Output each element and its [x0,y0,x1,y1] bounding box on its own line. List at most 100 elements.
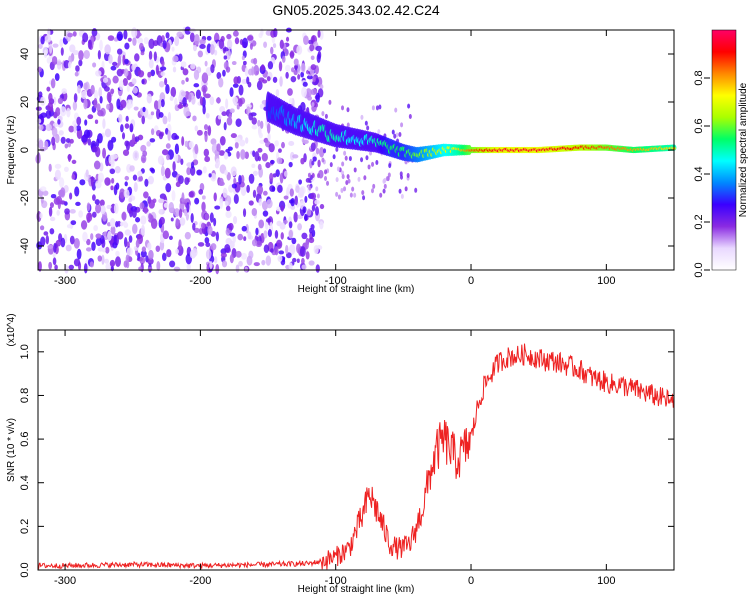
spectrogram-noise-cell [341,161,345,167]
spectrogram-noise-cell [221,260,228,268]
spectrogram-noise-cell [38,124,44,131]
spectrogram-noise-cell [271,36,276,44]
spectrogram-noise-cell [300,101,306,112]
spectrogram-noise-cell [191,95,196,105]
spectrogram-noise-cell [298,187,305,197]
spectrogram-noise-cell [310,224,315,230]
spectrogram-noise-cell [83,82,88,90]
spectrogram-noise-cell [246,184,250,193]
spectrogram-noise-cell [292,257,297,263]
spectrogram-noise-cell [35,106,42,111]
spectrogram-noise-cell [81,134,88,143]
spectrogram-noise-cell [235,118,242,127]
spectrogram-noise-cell [169,260,176,268]
spectrogram-noise-cell [99,96,103,104]
spectrogram-noise-cell [38,261,42,272]
spectrogram-noise-cell [147,114,153,120]
spectrogram-noise-cell [371,188,375,194]
spectrogram-noise-cell [158,198,165,204]
spectrogram-noise-cell [93,97,98,109]
spectrogram-noise-cell [86,238,91,246]
spectrogram-noise-cell [201,72,209,84]
spectrogram-y-tick-label: 0 [19,147,31,153]
spectrogram-noise-cell [272,43,277,48]
spectrogram-noise-cell [126,203,133,214]
spectrogram-noise-cell [213,217,217,227]
spectrogram-noise-cell [251,117,257,125]
spectrogram-noise-cell [167,130,171,141]
spectrogram-noise-cell [208,173,212,178]
spectrogram-noise-cell [161,149,169,156]
spectrogram-noise-cell [54,163,62,169]
spectrogram-noise-cell [156,260,161,271]
spectrogram-noise-cell [117,220,121,227]
spectrogram-noise-cell [48,206,53,217]
spectrogram-y-label: Frequency (Hz) [6,116,17,185]
spectrogram-noise-cell [176,31,183,38]
spectrogram-noise-cell [39,225,45,231]
spectrogram-noise-cell [143,37,149,45]
spectrogram-noise-cell [223,55,228,60]
spectrogram-noise-cell [133,106,139,111]
spectrogram-noise-cell [106,204,112,210]
spectrogram-noise-cell [109,259,116,267]
spectrogram-noise-cell [44,140,49,150]
spectrogram-noise-cell [315,186,319,192]
spectrogram-noise-cell [85,247,92,252]
spectrogram-noise-cell [201,201,206,212]
spectrogram-noise-cell [276,220,282,227]
spectrogram-noise-cell [351,186,355,192]
spectrogram-noise-cell [61,88,67,95]
spectrogram-noise-cell [226,172,231,181]
spectrogram-noise-cell [235,264,240,273]
spectrogram-noise-cell [69,235,75,245]
spectrogram-noise-cell [240,252,247,260]
spectrogram-noise-cell [279,172,284,184]
spectrogram-noise-cell [110,185,114,191]
spectrogram-noise-cell [296,243,301,254]
spectrogram-noise-cell [288,262,293,271]
spectrogram-noise-cell [52,43,59,48]
spectrogram-noise-cell [216,143,221,152]
spectrogram-noise-cell [99,39,103,51]
spectrogram-noise-cell [132,37,137,46]
spectrogram-noise-cell [246,35,254,41]
spectrogram-noise-cell [159,216,165,225]
spectrogram-noise-cell [91,241,96,252]
spectrogram-noise-cell [257,147,263,153]
spectrogram-noise-cell [45,109,52,119]
spectrogram-noise-cell [276,157,283,165]
spectrogram-noise-cell [217,115,222,120]
spectrogram-noise-cell [120,99,127,109]
spectrogram-noise-cell [301,257,305,265]
spectrogram-noise-cell [308,260,315,266]
spectrogram-noise-cell [110,225,116,235]
spectrogram-noise-cell [42,46,49,56]
spectrogram-noise-cell [69,138,74,144]
spectrogram-noise-cell [215,97,221,104]
spectrogram-noise-cell [196,169,203,176]
spectrogram-noise-cell [150,128,155,136]
spectrogram-noise-cell [178,175,184,185]
spectrogram-noise-cell [375,105,379,111]
spectrogram-noise-cell [107,231,112,242]
spectrogram-noise-cell [206,35,212,41]
spectrogram-noise-cell [288,244,296,255]
spectrogram-noise-cell [134,136,140,142]
spectrogram-noise-cell [163,202,169,208]
spectrogram-noise-cell [216,72,222,80]
spectrogram-noise-cell [63,166,69,173]
spectrogram-noise-cell [316,173,320,179]
spectrogram-noise-cell [54,169,61,181]
spectrogram-noise-cell [92,145,98,153]
spectrogram-noise-cell [158,209,163,215]
spectrogram-noise-cell [234,141,239,149]
spectrogram-noise-cell [171,190,176,202]
spectrogram-noise-cell [137,70,145,78]
spectrogram-noise-cell [94,199,100,205]
spectrogram-noise-cell [218,150,226,156]
spectrogram-noise-cell [364,120,368,126]
spectrogram-noise-cell [253,57,258,65]
spectrogram-noise-cell [262,190,268,196]
